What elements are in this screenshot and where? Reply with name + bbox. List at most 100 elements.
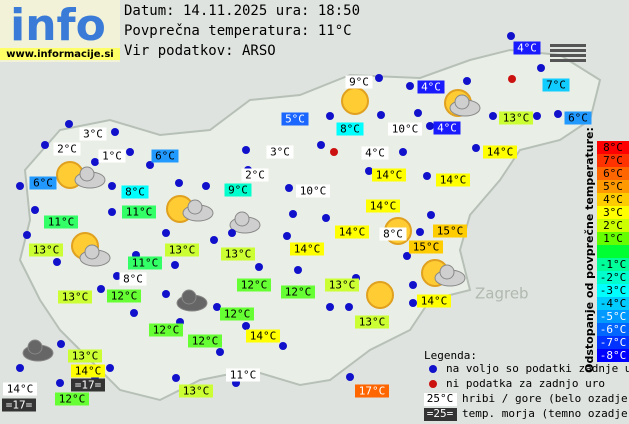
cloud-icon	[79, 166, 95, 182]
station-dot	[97, 285, 105, 293]
station-label: 13°C	[62, 291, 89, 304]
scale-swatch	[597, 323, 629, 336]
station-dot	[326, 112, 334, 120]
station-label: 11°C	[126, 206, 153, 219]
station-dot	[53, 258, 61, 266]
station-label-bg	[29, 243, 63, 257]
station-label-bg	[335, 225, 369, 239]
date-line: Datum: 14.11.2025 ura: 18:50	[124, 3, 360, 19]
station-label: 14°C	[440, 174, 467, 187]
station-dot	[322, 214, 330, 222]
station-label: 14°C	[487, 146, 514, 159]
station-label-bg	[107, 289, 141, 303]
station-label-bg	[542, 78, 570, 92]
station-label: =17=	[75, 379, 102, 392]
station-label: 12°C	[241, 279, 268, 292]
station-label-bg	[151, 149, 179, 163]
cloud-icon	[234, 211, 250, 227]
station-label: 8°C	[383, 228, 403, 241]
station-label-bg	[436, 173, 470, 187]
fog-icon	[550, 44, 586, 47]
scale-label: -4°C	[600, 297, 627, 310]
legend-available: na voljo so podatki zadnje ure	[446, 362, 629, 375]
station-label: 12°C	[153, 324, 180, 337]
scale-swatch	[597, 232, 629, 245]
station-label: =17=	[6, 399, 33, 412]
scale-swatch	[597, 258, 629, 271]
station-label-bg	[325, 278, 359, 292]
station-dot	[403, 252, 411, 260]
station-label-bg	[29, 176, 57, 190]
station-label-bg	[372, 168, 406, 182]
website: www.informacije.si	[6, 49, 114, 60]
missing-station-dot	[330, 148, 338, 156]
station-dot	[65, 120, 73, 128]
station-label: 4°C	[437, 122, 457, 135]
cloud-icon	[454, 94, 470, 110]
station-dot	[326, 303, 334, 311]
station-label-bg	[388, 122, 422, 136]
sun-icon	[366, 281, 394, 309]
station-label: 13°C	[33, 244, 60, 257]
scale-label: 2°C	[603, 219, 623, 232]
station-label: 14°C	[376, 169, 403, 182]
scale-label: 7°C	[603, 154, 623, 167]
station-dot	[414, 109, 422, 117]
station-dot	[172, 374, 180, 382]
station-label: 9°C	[349, 76, 369, 89]
station-dot	[16, 364, 24, 372]
cloud-icon	[181, 289, 197, 305]
station-dot	[130, 309, 138, 317]
fog-icon	[550, 54, 586, 57]
legend-title: Legenda:	[424, 349, 477, 362]
station-label: 12°C	[111, 290, 138, 303]
station-label-bg	[355, 315, 389, 329]
scale-label: 3°C	[603, 206, 623, 219]
sun-icon	[341, 87, 369, 115]
station-label: 8°C	[340, 123, 360, 136]
station-dot	[91, 158, 99, 166]
station-label: 14°C	[294, 243, 321, 256]
station-dot	[23, 231, 31, 239]
station-label-bg	[361, 146, 389, 160]
station-label: 2°C	[245, 169, 265, 182]
scale-label: -8°C	[600, 349, 627, 362]
station-label-bg	[220, 307, 254, 321]
station-label-bg	[366, 199, 400, 213]
scale-label: -5°C	[600, 310, 627, 323]
scale-label: 6°C	[603, 167, 623, 180]
scale-swatch	[597, 180, 629, 193]
station-label-bg	[121, 185, 149, 199]
station-dot	[285, 184, 293, 192]
scale-label: 4°C	[603, 193, 623, 206]
station-label: 12°C	[224, 308, 251, 321]
station-label: 8°C	[125, 186, 145, 199]
place-name: Zagreb	[475, 285, 529, 303]
station-dot	[162, 229, 170, 237]
station-dot	[41, 141, 49, 149]
station-dot	[202, 182, 210, 190]
station-dot	[346, 373, 354, 381]
station-label: 15°C	[437, 225, 464, 238]
scale-label: -2°C	[600, 271, 627, 284]
station-dot	[31, 206, 39, 214]
station-dot	[283, 232, 291, 240]
scale-swatch	[597, 245, 629, 258]
station-label-bg	[3, 382, 37, 396]
station-label-bg	[55, 392, 89, 406]
station-dot	[56, 379, 64, 387]
station-label-bg	[417, 294, 451, 308]
station-label: 13°C	[359, 316, 386, 329]
station-label: 14°C	[421, 295, 448, 308]
station-dot	[294, 266, 302, 274]
station-dot	[416, 228, 424, 236]
scale-swatch	[597, 154, 629, 167]
station-label: 5°C	[285, 113, 305, 126]
station-label: 3°C	[270, 146, 290, 159]
scale-swatch	[597, 206, 629, 219]
scale-label: -6°C	[600, 323, 627, 336]
legend-dot-red	[429, 380, 437, 388]
station-label-bg	[53, 142, 81, 156]
station-dot	[16, 182, 24, 190]
station-label: 6°C	[568, 112, 588, 125]
